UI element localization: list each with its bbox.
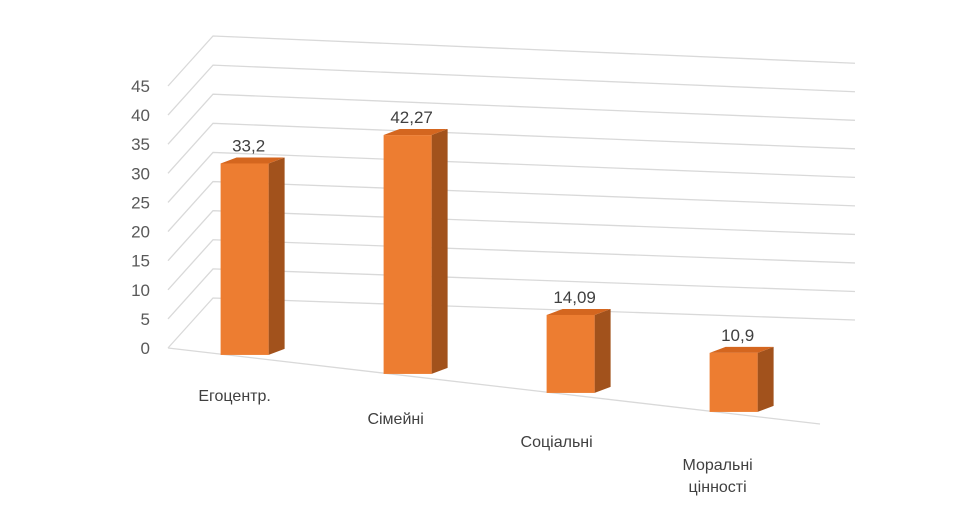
gridline	[167, 268, 856, 320]
data-label: 33,2	[232, 136, 265, 155]
data-label: 42,27	[390, 108, 433, 127]
gridline	[167, 93, 856, 145]
gridline	[167, 64, 856, 116]
y-tick-label: 25	[131, 193, 150, 212]
gridline	[167, 151, 856, 203]
x-tick-label: Соціальні	[521, 434, 593, 451]
bar-side	[757, 346, 774, 412]
bar	[383, 135, 432, 374]
y-tick-label: 5	[141, 310, 150, 329]
data-label: 14,09	[553, 288, 596, 307]
bar-side	[268, 157, 285, 355]
gridline	[167, 297, 856, 349]
y-tick-label: 0	[141, 339, 150, 358]
bar-side	[594, 308, 611, 393]
gridline	[167, 180, 856, 232]
bar	[546, 314, 595, 393]
bar-top	[220, 157, 285, 164]
bar-top	[709, 346, 774, 353]
y-tick-label: 45	[131, 77, 150, 96]
x-tick-label: Сімейні	[367, 411, 423, 428]
y-tick-label: 30	[131, 164, 150, 183]
x-tick-label: цінності	[689, 479, 747, 496]
bar-side	[431, 129, 448, 374]
y-tick-label: 20	[131, 223, 150, 242]
y-tick-label: 15	[131, 252, 150, 271]
bar-top	[546, 308, 611, 315]
y-tick-label: 10	[131, 281, 150, 300]
x-tick-label: Моральні	[682, 457, 752, 474]
data-label: 10,9	[721, 326, 754, 345]
gridline	[167, 239, 856, 291]
bar-top	[383, 129, 448, 136]
gridline	[167, 35, 856, 87]
y-tick-label: 35	[131, 135, 150, 154]
x-tick-label: Егоцентр.	[198, 388, 270, 405]
gridline	[167, 122, 856, 174]
bar	[220, 163, 269, 355]
gridline	[167, 210, 856, 262]
bar	[709, 352, 758, 412]
y-tick-label: 40	[131, 106, 150, 125]
